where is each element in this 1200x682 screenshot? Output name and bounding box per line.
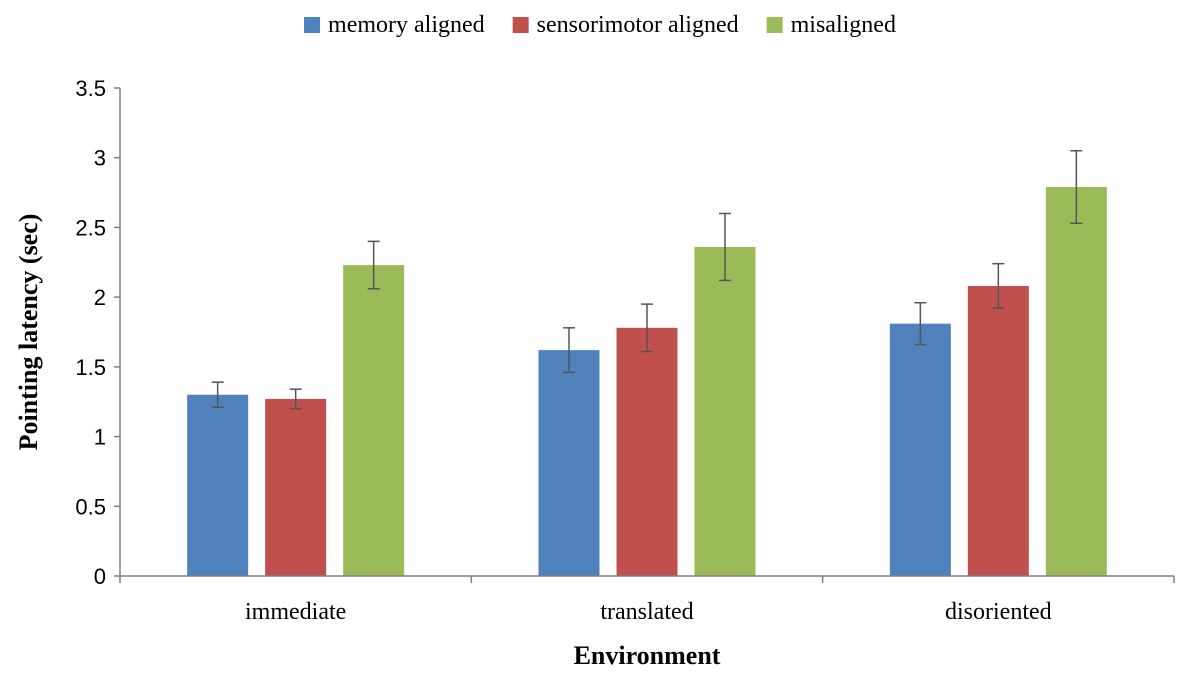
x-tick-labels: immediate translated disoriented [245, 599, 1052, 625]
x-tick-label-translated: translated [600, 599, 693, 625]
axes [114, 87, 1175, 583]
bar-memory-aligned-disoriented [889, 323, 951, 576]
bar-sensorimotor-aligned-immediate [265, 398, 327, 576]
y-tick-label: 3 [94, 146, 106, 171]
bar-misaligned-disoriented [1045, 186, 1107, 576]
plot-area: 0 0.5 1 1.5 2 2.5 3 3.5 immediate translated diso… [75, 76, 1175, 625]
y-tick-label: 0 [94, 564, 106, 589]
legend-label-memory-aligned: memory aligned [328, 12, 485, 38]
legend-label-sensorimotor-aligned: sensorimotor aligned [537, 12, 739, 38]
bar-sensorimotor-aligned-translated [616, 327, 678, 576]
y-axis-title: Pointing latency (sec) [14, 214, 43, 451]
legend-label-misaligned: misaligned [791, 12, 896, 38]
y-tick-label: 3.5 [75, 76, 106, 101]
x-tick-label-immediate: immediate [245, 599, 346, 625]
y-tick-labels: 0 0.5 1 1.5 2 2.5 3 3.5 [75, 76, 106, 589]
legend-swatch-memory-aligned [304, 17, 321, 33]
x-axis-title: Environment [574, 641, 721, 670]
y-tick-label: 1 [94, 425, 106, 450]
legend-swatch-misaligned [766, 17, 783, 33]
y-tick-label: 2.5 [75, 215, 106, 240]
y-tick-label: 2 [94, 285, 106, 310]
bar-misaligned-translated [694, 246, 756, 576]
bar-sensorimotor-aligned-disoriented [967, 285, 1029, 576]
bar-misaligned-immediate [343, 265, 405, 576]
bar-memory-aligned-translated [538, 350, 600, 576]
legend: memory aligned sensorimotor aligned misali… [304, 12, 896, 38]
y-tick-label: 1.5 [75, 355, 106, 380]
error-bars [211, 149, 1083, 410]
legend-swatch-sensorimotor-aligned [512, 17, 529, 33]
bars [187, 186, 1107, 576]
bar-memory-aligned-immediate [187, 394, 249, 576]
y-tick-label: 0.5 [75, 494, 106, 519]
x-tick-label-disoriented: disoriented [945, 599, 1052, 625]
